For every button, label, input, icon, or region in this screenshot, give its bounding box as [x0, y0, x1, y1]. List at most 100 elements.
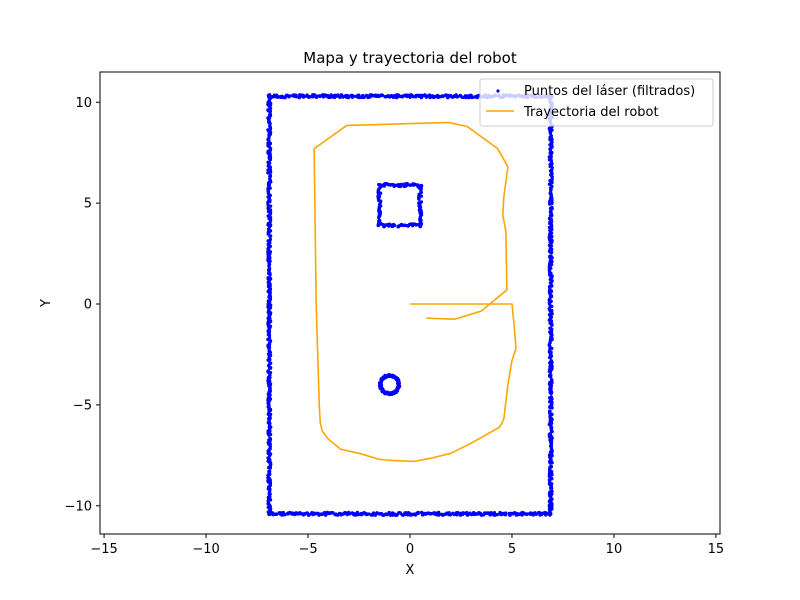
laser-point	[380, 93, 385, 97]
laser-point	[548, 390, 552, 395]
laser-point	[481, 513, 486, 517]
laser-point	[549, 373, 553, 377]
laser-point	[413, 182, 417, 187]
laser-point	[547, 243, 552, 248]
laser-point	[549, 280, 554, 284]
x-tick-label: 0	[406, 542, 414, 557]
laser-point	[267, 469, 272, 474]
laser-point	[377, 218, 382, 223]
laser-point	[550, 259, 554, 264]
y-tick-label: −5	[73, 398, 92, 413]
laser-point	[396, 383, 401, 388]
laser-point	[549, 190, 553, 195]
laser-point	[495, 512, 500, 517]
laser-point	[547, 298, 551, 302]
laser-point	[268, 352, 272, 356]
laser-point	[441, 513, 445, 517]
laser-point	[548, 330, 552, 334]
y-axis: −10 −5 0 5 10	[65, 96, 100, 514]
laser-point	[392, 223, 397, 228]
laser-point	[266, 203, 270, 207]
laser-point	[549, 464, 554, 469]
laser-point	[549, 395, 553, 399]
laser-point	[374, 512, 379, 516]
laser-point	[437, 513, 441, 517]
laser-point	[384, 512, 388, 516]
laser-point	[549, 332, 554, 337]
laser-point	[350, 94, 355, 98]
laser-point	[550, 489, 554, 494]
y-axis-label: Y	[39, 299, 54, 308]
laser-point	[548, 246, 552, 251]
laser-point	[548, 385, 552, 389]
laser-point	[267, 349, 272, 353]
laser-point	[549, 443, 553, 448]
laser-point	[466, 513, 470, 517]
laser-point	[436, 510, 441, 515]
laser-point	[549, 377, 554, 382]
laser-point	[328, 95, 333, 99]
laser-point	[549, 142, 553, 146]
laser-point	[322, 511, 327, 515]
laser-point	[548, 432, 552, 436]
laser-point	[267, 99, 271, 103]
laser-point	[549, 134, 553, 138]
laser-point	[274, 512, 279, 517]
laser-point	[266, 245, 271, 250]
legend-laser-marker	[496, 89, 500, 93]
laser-point	[268, 223, 273, 228]
laser-point	[267, 490, 272, 494]
laser-point	[268, 112, 272, 116]
laser-point	[268, 287, 273, 291]
laser-point	[547, 503, 552, 507]
laser-point	[547, 409, 552, 414]
laser-point	[267, 144, 271, 149]
laser-point	[416, 511, 420, 516]
laser-point	[414, 223, 418, 227]
laser-point	[414, 95, 418, 99]
laser-point	[268, 250, 273, 254]
laser-point	[267, 357, 272, 361]
laser-point	[547, 200, 552, 204]
laser-point	[549, 359, 554, 363]
laser-point	[267, 335, 272, 340]
y-tick-label: 10	[75, 96, 92, 111]
laser-point	[548, 438, 552, 442]
laser-point	[550, 177, 554, 182]
laser-point	[503, 511, 508, 515]
legend-box	[479, 78, 714, 127]
laser-point	[549, 155, 553, 159]
laser-point	[548, 498, 552, 502]
laser-point	[547, 422, 552, 427]
chart-title: Mapa y trayectoria del robot	[303, 49, 517, 67]
laser-point	[550, 234, 554, 239]
laser-point	[268, 276, 272, 280]
laser-point	[268, 214, 272, 218]
laser-point	[266, 93, 271, 98]
laser-point	[409, 512, 413, 516]
laser-points-series	[266, 93, 554, 517]
laser-point	[419, 200, 424, 204]
laser-point	[266, 207, 271, 211]
laser-point	[550, 205, 554, 210]
laser-point	[547, 216, 552, 221]
laser-point	[315, 94, 319, 98]
laser-point	[378, 203, 382, 207]
laser-point	[266, 502, 270, 506]
laser-point	[267, 133, 271, 137]
laser-point	[284, 94, 288, 98]
legend-laser-label: Puntos del láser (filtrados)	[524, 84, 695, 99]
laser-point	[326, 94, 330, 98]
laser-point	[268, 436, 272, 441]
laser-point	[347, 510, 351, 515]
laser-point	[455, 95, 460, 99]
laser-point	[547, 307, 552, 311]
y-tick-label: 5	[84, 197, 92, 212]
laser-point	[267, 107, 272, 112]
laser-point	[406, 510, 411, 515]
laser-point	[458, 94, 463, 98]
laser-point	[268, 186, 272, 190]
x-axis-label: X	[406, 563, 415, 578]
laser-point	[547, 265, 551, 269]
